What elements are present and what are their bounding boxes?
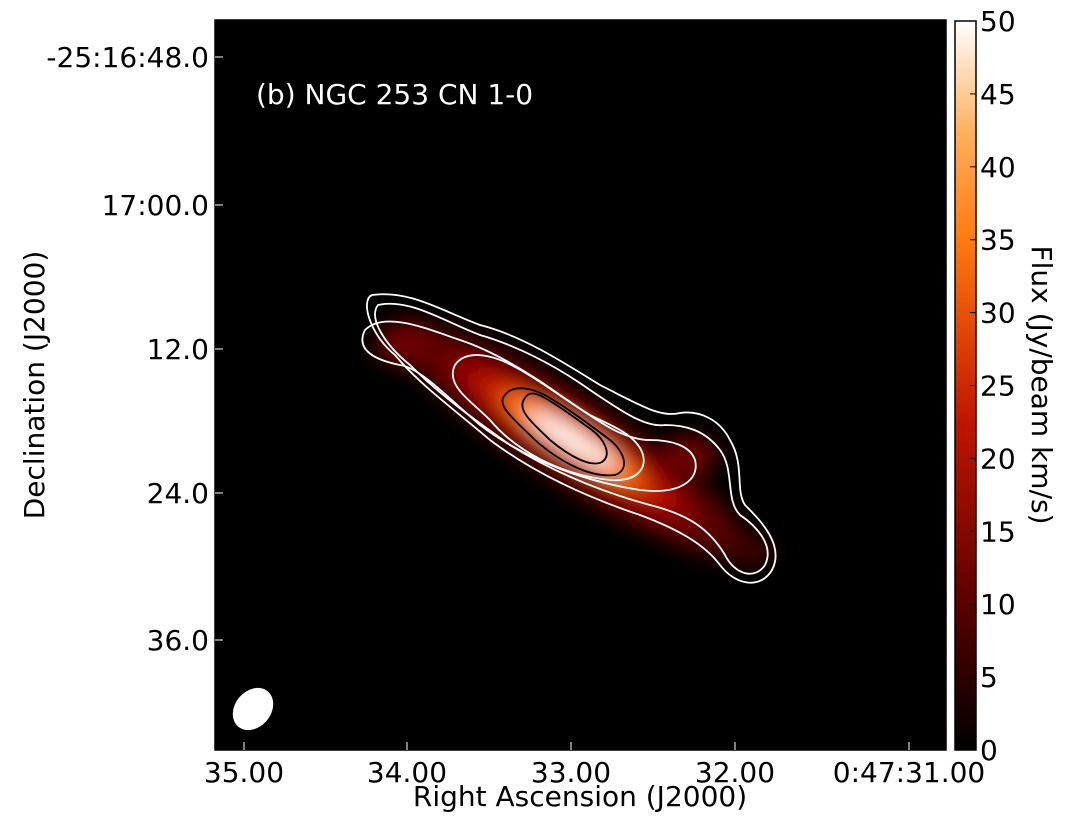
colorbar-tick-label: 40 (980, 151, 1016, 184)
emission-lobe-ne (375, 323, 435, 367)
contour-outer (452, 354, 645, 481)
emission-lobe-tip (728, 532, 772, 568)
x-axis: 35.00 34.00 33.00 32.00 0:47:31.00 (204, 742, 985, 789)
map-background (215, 20, 946, 750)
contour-inner (501, 387, 625, 477)
x-tick-label: 35.00 (204, 756, 284, 789)
colorbar-tick-label: 35 (980, 224, 1016, 257)
colorbar-tick-label: 15 (980, 515, 1016, 548)
y-tick-label: 36.0 (147, 624, 209, 657)
contour-outer (374, 302, 769, 575)
emission-glow (375, 316, 772, 568)
colorbar-tick-label: 5 (980, 661, 998, 694)
x-tick-label: 34.00 (367, 756, 447, 789)
x-tick-label: 32.00 (695, 756, 775, 789)
x-tick-label: 33.00 (531, 756, 611, 789)
contour-outer (361, 320, 697, 492)
y-tick-label: -25:16:48.0 (46, 41, 209, 74)
colorbar-ticks: 0 5 10 15 20 25 30 35 40 45 50 (970, 5, 1016, 767)
contour-inner (521, 392, 608, 465)
emission-lobe-sw (662, 435, 718, 475)
y-tick-label: 24.0 (147, 477, 209, 510)
y-axis-label: Declination (J2000) (18, 251, 51, 520)
emission-image (375, 316, 772, 568)
emission-layer (529, 411, 615, 469)
y-tick-label: 12.0 (147, 333, 209, 366)
y-axis: -25:16:48.0 17:00.0 12.0 24.0 36.0 (46, 41, 223, 657)
colorbar-tick-label: 0 (980, 734, 998, 767)
colorbar-tick-label: 25 (980, 370, 1016, 403)
y-tick-label: 17:00.0 (102, 189, 209, 222)
contour-outer (366, 293, 777, 584)
colorbar-label: Flux (Jy/beam km/s) (1025, 245, 1058, 524)
panel-label: (b) NGC 253 CN 1-0 (256, 78, 533, 111)
x-tick-label: 0:47:31.00 (833, 756, 985, 789)
colorbar-tick-label: 45 (980, 78, 1016, 111)
beam-ellipse (232, 687, 274, 731)
colorbar-tick-label: 20 (980, 442, 1016, 475)
colorbar-tick-label: 50 (980, 5, 1016, 38)
colorbar-tick-label: 30 (980, 297, 1016, 330)
x-axis-label: Right Ascension (J2000) (413, 780, 747, 813)
contour-lines (361, 293, 777, 584)
plot-frame (214, 19, 947, 751)
colorbar-tick-label: 10 (980, 588, 1016, 621)
